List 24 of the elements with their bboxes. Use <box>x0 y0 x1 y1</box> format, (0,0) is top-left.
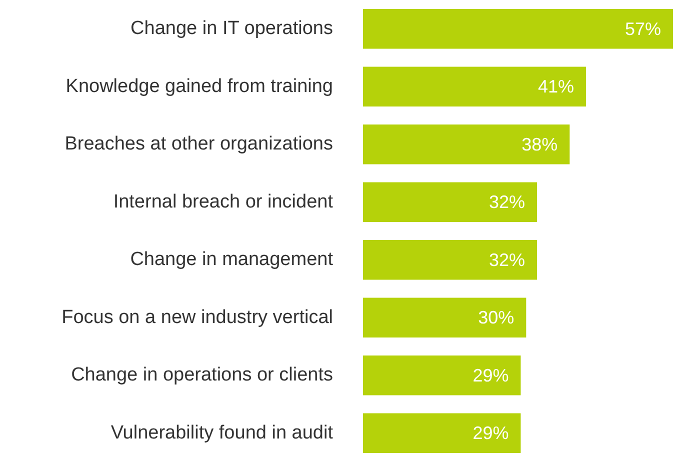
data-label: 29% <box>472 365 509 386</box>
bar <box>363 66 586 107</box>
y-tick-label: Change in IT operations <box>130 18 333 40</box>
data-label: 29% <box>472 423 509 444</box>
y-tick-label: Knowledge gained from training <box>66 76 333 97</box>
data-label: 32% <box>489 250 526 270</box>
y-tick-label: Change in operations or clients <box>71 364 333 386</box>
y-tick-label: Focus on a new industry vertical <box>62 306 333 328</box>
bar <box>363 298 526 338</box>
y-tick-label: Vulnerability found in audit <box>110 422 334 444</box>
data-label: 38% <box>522 134 558 154</box>
y-tick-label: Breaches at other organizations <box>64 134 333 155</box>
y-tick-label: Change in management <box>130 249 334 270</box>
data-label: 41% <box>538 76 574 97</box>
bar <box>363 413 521 454</box>
y-tick-label: Internal breach or incident <box>113 191 334 212</box>
data-label: 32% <box>489 192 526 212</box>
bar <box>363 355 521 396</box>
data-label: 30% <box>478 308 514 328</box>
bar <box>363 8 673 49</box>
data-label: 57% <box>624 18 661 39</box>
bar <box>363 182 538 222</box>
bar <box>363 124 570 164</box>
bar <box>363 240 538 280</box>
